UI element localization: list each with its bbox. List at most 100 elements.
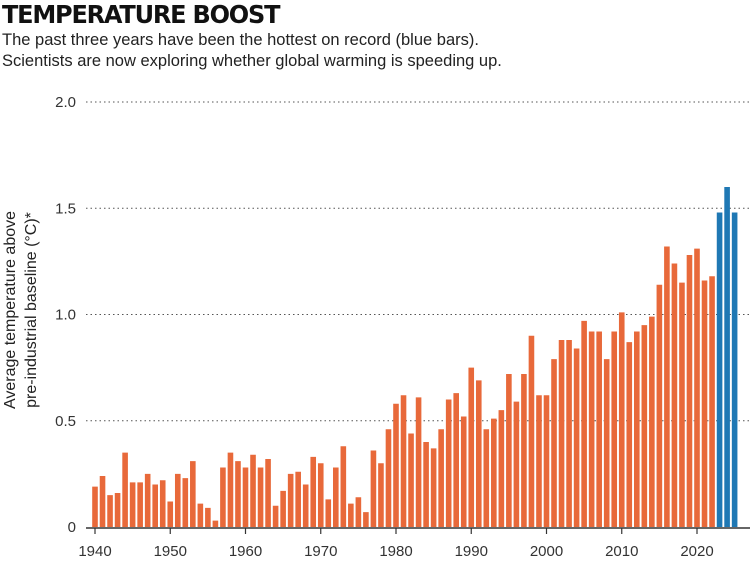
bar-1986: [438, 429, 444, 527]
y-tick-label-2.0: 2.0: [55, 94, 76, 111]
bar-2000: [543, 395, 550, 527]
bar-1953: [190, 461, 196, 527]
bar-2024: [724, 187, 730, 527]
bar-1947: [144, 473, 151, 527]
bar-2013: [641, 325, 648, 527]
x-tick-label-1980: 1980: [379, 543, 412, 560]
bar-1950: [167, 501, 174, 527]
y-tick-label-0: 0: [68, 519, 76, 536]
bar-1944: [122, 452, 128, 527]
bar-1941: [99, 476, 106, 527]
bar-2018: [679, 282, 685, 527]
bar-1969: [310, 456, 317, 527]
bar-1983: [415, 397, 422, 527]
bar-1972: [333, 467, 339, 527]
chart-subtitle: The past three years have been the hotte…: [2, 30, 742, 72]
bar-2022: [709, 276, 715, 527]
bar-1981: [400, 395, 407, 527]
bar-2005: [581, 320, 587, 527]
bar-1995: [506, 374, 512, 527]
bar-1962: [257, 467, 264, 527]
bar-1951: [174, 473, 181, 527]
bar-2023: [716, 212, 723, 527]
y-tick-label-1.5: 1.5: [55, 200, 76, 217]
bar-1942: [107, 495, 113, 527]
bar-2025: [731, 212, 738, 527]
bar-1988: [453, 393, 459, 527]
bar-1963: [265, 459, 271, 527]
chart-title: TEMPERATURE BOOST: [2, 0, 280, 30]
bar-1985: [430, 448, 437, 527]
bar-2004: [573, 348, 580, 527]
bar-2015: [656, 284, 663, 527]
bar-1976: [363, 512, 369, 527]
bar-1987: [445, 399, 452, 527]
bar-1957: [220, 467, 226, 527]
bar-1961: [250, 454, 256, 527]
bar-1977: [370, 450, 377, 527]
bar-1964: [272, 505, 279, 527]
bar-1940: [92, 486, 98, 527]
bar-1973: [340, 446, 347, 527]
bar-2003: [566, 340, 572, 527]
bar-1968: [302, 484, 309, 527]
x-tick-label-2000: 2000: [530, 543, 563, 560]
bar-2010: [618, 312, 625, 527]
subtitle-line-2: Scientists are now exploring whether glo…: [2, 52, 502, 70]
bar-1949: [159, 480, 166, 527]
bar-1994: [498, 410, 505, 527]
bar-1989: [460, 416, 467, 527]
bar-2014: [649, 316, 655, 527]
bar-1948: [152, 484, 158, 527]
bar-1945: [129, 482, 136, 527]
bar-2021: [701, 280, 708, 527]
bar-2020: [694, 248, 700, 527]
bar-1952: [182, 478, 189, 527]
bar-1955: [205, 507, 211, 527]
bar-1993: [491, 418, 497, 527]
bar-2002: [558, 340, 565, 527]
x-tick-label-1970: 1970: [304, 543, 337, 560]
x-ticks: 1940 1950 1960 1970 1980 1990 2000 2010 2020: [78, 528, 714, 560]
bar-1982: [408, 433, 414, 527]
bar-1996: [513, 401, 520, 527]
bar-1943: [114, 493, 121, 527]
x-tick-label-1990: 1990: [455, 543, 488, 560]
bar-1978: [378, 463, 384, 527]
bar-1967: [295, 471, 301, 527]
bar-1975: [355, 497, 362, 527]
bar-1965: [280, 490, 286, 527]
bar-1999: [536, 395, 542, 527]
bar-1998: [528, 335, 535, 527]
x-tick-label-1950: 1950: [154, 543, 187, 560]
bar-2011: [626, 342, 633, 527]
bar-1991: [475, 380, 482, 527]
y-tick-labels: 0 0.5 1.0 1.5 2.0: [55, 94, 76, 536]
bar-2017: [671, 263, 678, 527]
bar-2016: [664, 246, 670, 527]
bar-1990: [468, 367, 475, 527]
bar-1946: [137, 482, 143, 527]
bar-1980: [393, 403, 399, 527]
x-tick-label-2020: 2020: [680, 543, 713, 560]
y-tick-label-1.0: 1.0: [55, 307, 76, 324]
bar-1958: [227, 452, 234, 527]
y-tick-label-0.5: 0.5: [55, 413, 76, 430]
x-tick-label-1960: 1960: [229, 543, 262, 560]
bar-1984: [423, 442, 429, 527]
bar-2008: [603, 359, 610, 527]
bar-1966: [287, 473, 294, 527]
bar-1970: [317, 463, 324, 527]
bar-2009: [611, 331, 618, 527]
bar-2006: [588, 331, 595, 527]
bar-1954: [197, 503, 204, 527]
x-tick-label-1940: 1940: [78, 543, 111, 560]
bar-2019: [686, 255, 693, 527]
bar-1959: [235, 461, 241, 527]
bar-1956: [212, 520, 219, 527]
bar-1992: [483, 429, 490, 527]
bar-2001: [551, 359, 557, 527]
bar-1971: [325, 499, 332, 527]
x-tick-label-2010: 2010: [605, 543, 638, 560]
